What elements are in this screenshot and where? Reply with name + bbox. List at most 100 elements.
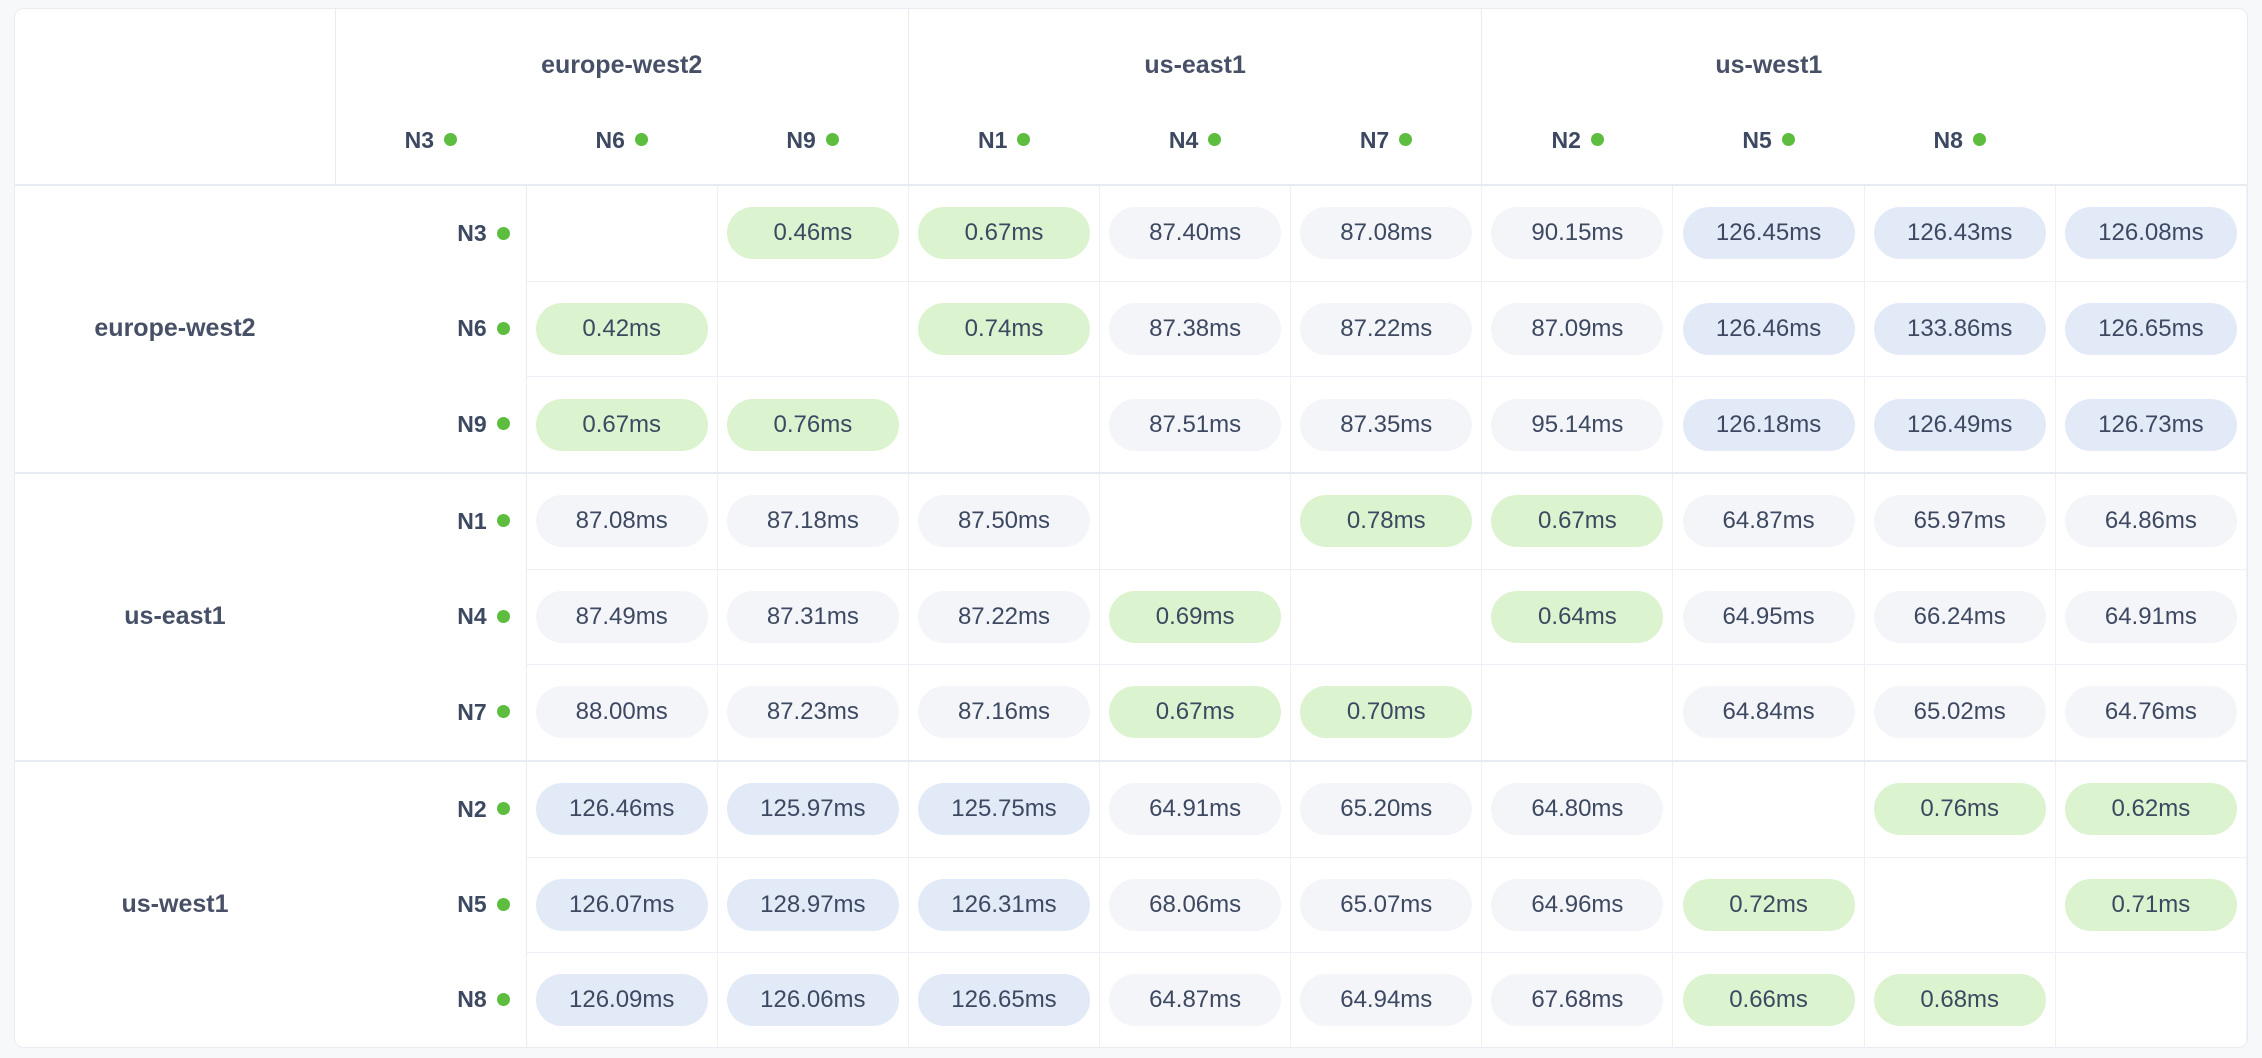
- latency-cell-N1-to-N4[interactable]: 0.78ms: [1290, 471, 1483, 570]
- latency-cell-N3-to-N8[interactable]: 126.08ms: [2055, 183, 2247, 282]
- latency-cell-N3-to-N5[interactable]: 126.43ms: [1864, 183, 2056, 282]
- latency-cell-N2-to-N6[interactable]: 125.97ms: [717, 759, 909, 858]
- node-row-header-N1[interactable]: N1: [335, 471, 527, 570]
- node-row-header-N9[interactable]: N9: [335, 376, 527, 473]
- latency-cell-N1-to-N3[interactable]: 87.08ms: [525, 471, 718, 570]
- node-column-header-N4[interactable]: N4: [1099, 127, 1291, 185]
- latency-cell-N6-to-N6[interactable]: [717, 281, 909, 378]
- latency-cell-N5-to-N4[interactable]: 65.07ms: [1290, 857, 1483, 953]
- node-column-header-N8[interactable]: N8: [1864, 127, 2056, 185]
- latency-cell-N4-to-N2[interactable]: 64.95ms: [1672, 569, 1865, 666]
- latency-cell-N2-to-N9[interactable]: 125.75ms: [908, 759, 1101, 858]
- latency-cell-N4-to-N8[interactable]: 64.91ms: [2055, 569, 2247, 666]
- node-column-header-N5[interactable]: N5: [1672, 127, 1865, 185]
- latency-cell-N1-to-N1[interactable]: [1099, 471, 1292, 570]
- latency-cell-N2-to-N7[interactable]: 64.80ms: [1481, 759, 1674, 858]
- latency-cell-N8-to-N6[interactable]: 126.06ms: [717, 952, 909, 1047]
- latency-cell-N8-to-N2[interactable]: 0.66ms: [1672, 952, 1865, 1047]
- latency-cell-N1-to-N6[interactable]: 87.18ms: [717, 471, 909, 570]
- node-row-header-N8[interactable]: N8: [335, 952, 527, 1047]
- latency-cell-N9-to-N5[interactable]: 126.49ms: [1864, 376, 2056, 474]
- node-column-header-N2[interactable]: N2: [1481, 127, 1673, 185]
- node-row-header-N7[interactable]: N7: [335, 664, 527, 761]
- latency-cell-N9-to-N3[interactable]: 0.67ms: [525, 376, 718, 474]
- latency-cell-N6-to-N2[interactable]: 126.46ms: [1672, 281, 1865, 378]
- latency-cell-N3-to-N6[interactable]: 0.46ms: [717, 183, 909, 282]
- latency-cell-N1-to-N5[interactable]: 65.97ms: [1864, 471, 2056, 570]
- node-row-header-N4[interactable]: N4: [335, 569, 527, 665]
- latency-cell-N8-to-N7[interactable]: 67.68ms: [1481, 952, 1674, 1047]
- node-row-header-N5[interactable]: N5: [335, 857, 527, 953]
- node-row-header-N6[interactable]: N6: [335, 281, 527, 377]
- latency-cell-N4-to-N6[interactable]: 87.31ms: [717, 569, 909, 666]
- latency-cell-N6-to-N7[interactable]: 87.09ms: [1481, 281, 1674, 378]
- latency-cell-N5-to-N8[interactable]: 0.71ms: [2055, 857, 2247, 953]
- node-column-header-N6[interactable]: N6: [526, 127, 718, 185]
- latency-cell-N3-to-N4[interactable]: 87.08ms: [1290, 183, 1483, 282]
- latency-cell-N4-to-N5[interactable]: 66.24ms: [1864, 569, 2056, 666]
- latency-cell-N2-to-N3[interactable]: 126.46ms: [525, 759, 718, 858]
- latency-cell-N9-to-N4[interactable]: 87.35ms: [1290, 376, 1483, 474]
- latency-cell-N5-to-N1[interactable]: 68.06ms: [1099, 857, 1292, 953]
- latency-cell-N3-to-N3[interactable]: [525, 183, 718, 282]
- latency-cell-N6-to-N1[interactable]: 87.38ms: [1099, 281, 1292, 378]
- latency-cell-N1-to-N2[interactable]: 64.87ms: [1672, 471, 1865, 570]
- latency-cell-N8-to-N5[interactable]: 0.68ms: [1864, 952, 2056, 1047]
- latency-cell-N2-to-N5[interactable]: 0.76ms: [1864, 759, 2056, 858]
- latency-cell-N6-to-N8[interactable]: 126.65ms: [2055, 281, 2247, 378]
- latency-cell-N8-to-N8[interactable]: [2055, 952, 2247, 1047]
- latency-cell-N2-to-N8[interactable]: 0.62ms: [2055, 759, 2247, 858]
- latency-cell-N7-to-N9[interactable]: 87.16ms: [908, 664, 1101, 762]
- node-column-header-N3[interactable]: N3: [334, 127, 527, 185]
- node-row-header-N2[interactable]: N2: [335, 759, 527, 858]
- latency-cell-N7-to-N2[interactable]: 64.84ms: [1672, 664, 1865, 762]
- latency-cell-N6-to-N5[interactable]: 133.86ms: [1864, 281, 2056, 378]
- latency-cell-N2-to-N4[interactable]: 65.20ms: [1290, 759, 1483, 858]
- latency-cell-N8-to-N4[interactable]: 64.94ms: [1290, 952, 1483, 1047]
- node-column-header-N7[interactable]: N7: [1290, 127, 1482, 185]
- node-column-header-N1[interactable]: N1: [907, 127, 1100, 185]
- latency-cell-N3-to-N1[interactable]: 87.40ms: [1099, 183, 1292, 282]
- latency-cell-N4-to-N3[interactable]: 87.49ms: [525, 569, 718, 666]
- latency-cell-N8-to-N3[interactable]: 126.09ms: [525, 952, 718, 1047]
- latency-cell-N7-to-N3[interactable]: 88.00ms: [525, 664, 718, 762]
- latency-cell-N4-to-N7[interactable]: 0.64ms: [1481, 569, 1674, 666]
- latency-cell-N5-to-N3[interactable]: 126.07ms: [525, 857, 718, 953]
- latency-cell-N9-to-N9[interactable]: [908, 376, 1101, 474]
- latency-cell-N5-to-N2[interactable]: 0.72ms: [1672, 857, 1865, 953]
- node-column-label: N6: [595, 127, 625, 153]
- latency-cell-N4-to-N9[interactable]: 87.22ms: [908, 569, 1101, 666]
- latency-cell-N7-to-N4[interactable]: 0.70ms: [1290, 664, 1483, 762]
- latency-cell-N1-to-N9[interactable]: 87.50ms: [908, 471, 1101, 570]
- latency-cell-N7-to-N7[interactable]: [1481, 664, 1674, 762]
- latency-cell-N3-to-N9[interactable]: 0.67ms: [908, 183, 1101, 282]
- latency-cell-N8-to-N9[interactable]: 126.65ms: [908, 952, 1101, 1047]
- latency-cell-N9-to-N6[interactable]: 0.76ms: [717, 376, 909, 474]
- latency-cell-N4-to-N1[interactable]: 0.69ms: [1099, 569, 1292, 666]
- latency-cell-N5-to-N6[interactable]: 128.97ms: [717, 857, 909, 953]
- latency-cell-N8-to-N1[interactable]: 64.87ms: [1099, 952, 1292, 1047]
- latency-cell-N5-to-N9[interactable]: 126.31ms: [908, 857, 1101, 953]
- latency-cell-N7-to-N1[interactable]: 0.67ms: [1099, 664, 1292, 762]
- latency-cell-N9-to-N1[interactable]: 87.51ms: [1099, 376, 1292, 474]
- latency-cell-N1-to-N8[interactable]: 64.86ms: [2055, 471, 2247, 570]
- latency-cell-N5-to-N5[interactable]: [1864, 857, 2056, 953]
- latency-cell-N7-to-N5[interactable]: 65.02ms: [1864, 664, 2056, 762]
- latency-cell-N2-to-N1[interactable]: 64.91ms: [1099, 759, 1292, 858]
- latency-cell-N9-to-N2[interactable]: 126.18ms: [1672, 376, 1865, 474]
- node-column-header-N9[interactable]: N9: [717, 127, 909, 185]
- latency-cell-N6-to-N3[interactable]: 0.42ms: [525, 281, 718, 378]
- latency-cell-N9-to-N7[interactable]: 95.14ms: [1481, 376, 1674, 474]
- latency-cell-N3-to-N7[interactable]: 90.15ms: [1481, 183, 1674, 282]
- latency-cell-N7-to-N8[interactable]: 64.76ms: [2055, 664, 2247, 762]
- latency-cell-N6-to-N9[interactable]: 0.74ms: [908, 281, 1101, 378]
- latency-cell-N2-to-N2[interactable]: [1672, 759, 1865, 858]
- latency-cell-N1-to-N7[interactable]: 0.67ms: [1481, 471, 1674, 570]
- latency-cell-N5-to-N7[interactable]: 64.96ms: [1481, 857, 1674, 953]
- latency-cell-N6-to-N4[interactable]: 87.22ms: [1290, 281, 1483, 378]
- latency-cell-N9-to-N8[interactable]: 126.73ms: [2055, 376, 2247, 474]
- latency-cell-N4-to-N4[interactable]: [1290, 569, 1483, 666]
- latency-cell-N7-to-N6[interactable]: 87.23ms: [717, 664, 909, 762]
- latency-cell-N3-to-N2[interactable]: 126.45ms: [1672, 183, 1865, 282]
- node-row-header-N3[interactable]: N3: [335, 183, 527, 282]
